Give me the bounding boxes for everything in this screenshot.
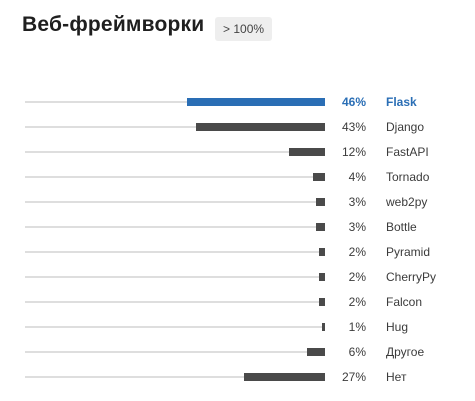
category-label: Pyramid [386,245,430,259]
chart-row: 27% Нет [25,370,407,384]
value-label: 12% [342,145,366,159]
value-label: 2% [349,245,367,259]
value-label: 43% [342,120,366,134]
bar-falcon [319,298,325,306]
bar-tornado [313,173,325,181]
category-label: web2py [385,195,427,209]
value-label: 3% [349,195,367,209]
chart-row: 3% Bottle [25,220,417,234]
page-title: Веб-фреймворки [22,13,205,36]
bar-django [196,123,325,131]
value-label: 1% [349,320,367,334]
category-label: Hug [386,320,408,334]
bar-pyramid [319,248,325,256]
category-label: Falcon [386,295,422,309]
value-label: 3% [349,220,367,234]
chart-row: 4% Tornado [25,170,430,184]
category-label: FastAPI [386,145,429,159]
bar-другое [307,348,325,356]
bar-нет [244,373,325,381]
chart-row: 2% Pyramid [25,245,430,259]
chart-row: 43% Django [25,120,424,134]
chart-row: 2% CherryPy [25,270,436,284]
chart-row: 12% FastAPI [25,145,429,159]
bar-flask [187,98,325,106]
value-label: 4% [349,170,367,184]
bar-cherrypy [319,273,325,281]
bar-web2py [316,198,325,206]
bar-fastapi [289,148,325,156]
category-label: Flask [386,95,417,109]
chart-row: 46% Flask [25,95,417,109]
chart-row: 6% Другое [25,345,424,359]
value-label: 2% [349,295,367,309]
category-label: Django [386,120,424,134]
value-label: 6% [349,345,367,359]
bar-hug [322,323,325,331]
chart-row: 2% Falcon [25,295,422,309]
category-label: Bottle [386,220,417,234]
chart-row: 1% Hug [25,320,408,334]
category-label: CherryPy [386,270,436,284]
value-label: 27% [342,370,366,384]
value-label: 46% [342,95,366,109]
bar-bottle [316,223,325,231]
category-label: Tornado [386,170,430,184]
category-label: Нет [386,370,407,384]
category-label: Другое [386,345,424,359]
total-badge: > 100% [215,17,273,41]
value-label: 2% [349,270,367,284]
chart-rows: 46% Flask 43% Django 12% FastAPI 4% Tornado 3% we… [25,95,436,384]
chart-row: 3% web2py [25,195,427,209]
